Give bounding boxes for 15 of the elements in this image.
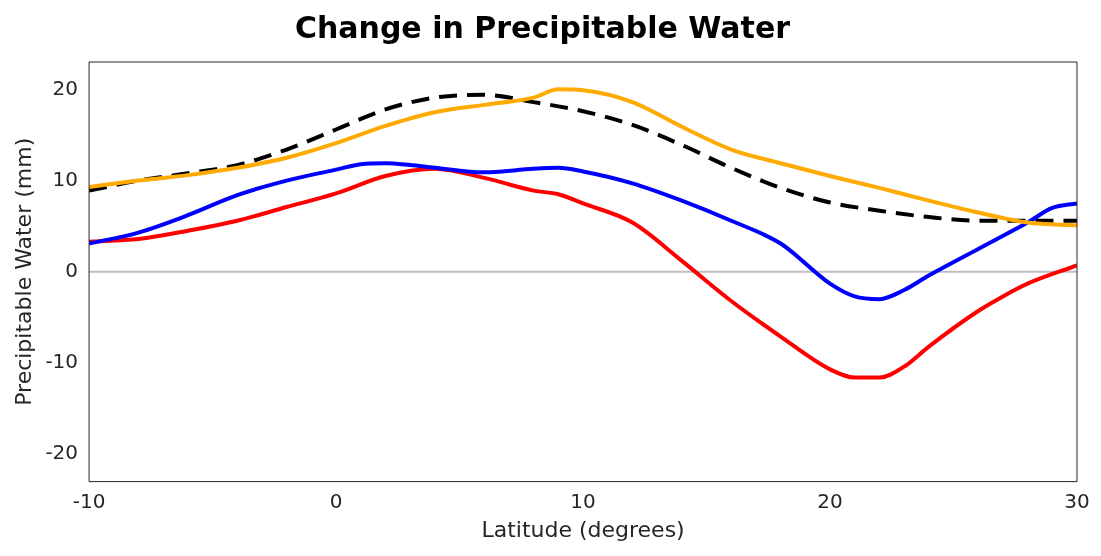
x-tick-label: -10 bbox=[72, 488, 106, 513]
line-series bbox=[89, 161, 1077, 302]
line-series bbox=[89, 166, 1077, 380]
chart-title: Change in Precipitable Water bbox=[294, 9, 791, 45]
y-axis-title: Precipitable Water (mm) bbox=[10, 137, 36, 406]
y-tick-label: 10 bbox=[52, 166, 79, 191]
y-tick-label: 20 bbox=[52, 75, 79, 100]
x-axis-title: Latitude (degrees) bbox=[481, 516, 685, 542]
x-tick-label: 20 bbox=[817, 488, 843, 513]
y-tick-label: -10 bbox=[45, 349, 79, 374]
y-tick-label: 0 bbox=[65, 258, 79, 282]
y-tick-label: -20 bbox=[45, 440, 79, 465]
x-tick-label: 10 bbox=[570, 488, 596, 513]
x-tick-label: 30 bbox=[1064, 488, 1090, 513]
x-tick-label: 0 bbox=[329, 488, 343, 513]
